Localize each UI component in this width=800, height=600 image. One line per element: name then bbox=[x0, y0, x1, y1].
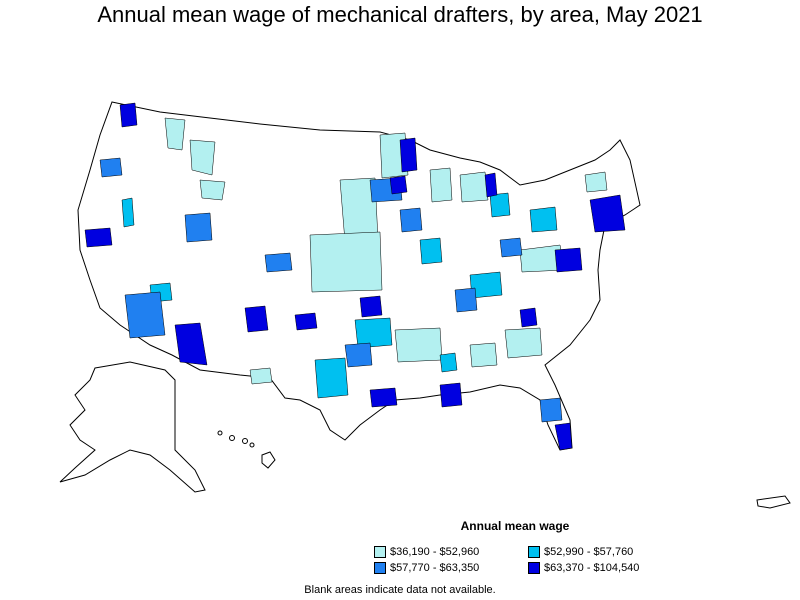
legend-label-4: $63,370 - $104,540 bbox=[544, 562, 640, 574]
legend-swatch-3 bbox=[374, 562, 386, 574]
footnote: Blank areas indicate data not available. bbox=[304, 584, 496, 596]
areas-tier-4 bbox=[84, 102, 626, 451]
puerto-rico-outline bbox=[756, 495, 791, 509]
legend-item-3: $57,770 - $63,350 bbox=[374, 562, 479, 574]
map-title: Annual mean wage of mechanical drafters,… bbox=[97, 2, 703, 27]
legend-label-1: $36,190 - $52,960 bbox=[390, 546, 480, 558]
legend-label-2: $52,990 - $57,760 bbox=[544, 546, 634, 558]
legend-item-1: $36,190 - $52,960 bbox=[374, 546, 479, 558]
areas-tier-3 bbox=[99, 157, 563, 423]
legend-label-3: $57,770 - $63,350 bbox=[390, 562, 480, 574]
legend-item-4: $63,370 - $104,540 bbox=[528, 562, 639, 574]
legend-swatch-4 bbox=[528, 562, 540, 574]
legend-swatch-2 bbox=[528, 546, 540, 558]
legend-title: Annual mean wage bbox=[460, 519, 570, 533]
legend-item-2: $52,990 - $57,760 bbox=[528, 546, 633, 558]
areas-tier-1 bbox=[164, 117, 608, 385]
hawaii-islands bbox=[217, 430, 276, 469]
legend-swatch-1 bbox=[374, 546, 386, 558]
alaska-outline bbox=[59, 361, 206, 493]
areas-tier-2 bbox=[121, 192, 558, 399]
